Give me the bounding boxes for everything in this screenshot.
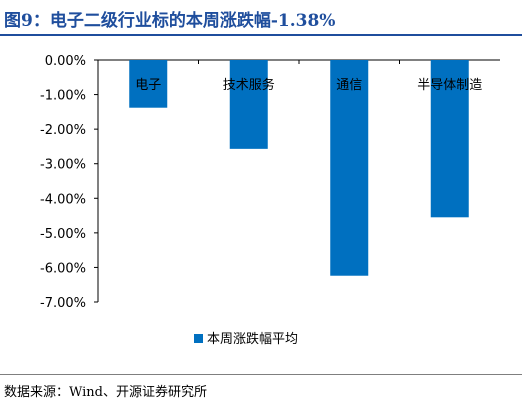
y-tick-label: -4.00% bbox=[40, 192, 86, 207]
y-tick-label: -1.00% bbox=[40, 89, 86, 104]
category-label: 半导体制造 bbox=[417, 78, 482, 93]
chart-title: 图9：电子二级行业标的本周涨跌幅-1.38% bbox=[4, 11, 336, 31]
legend-label: 本周涨跌幅平均 bbox=[207, 331, 298, 347]
source-note: 数据来源：Wind、开源证券研究所 bbox=[4, 385, 207, 400]
footer-rule bbox=[0, 374, 522, 375]
category-label: 电子 bbox=[135, 78, 161, 93]
y-tick-label: -5.00% bbox=[40, 227, 86, 242]
bar bbox=[430, 60, 469, 218]
title-rule bbox=[0, 34, 522, 36]
bar-chart: 0.00% -1.00% -2.00% -3.00% -4.00% -5.00% -6.00… bbox=[40, 54, 500, 347]
y-tick-label: -2.00% bbox=[40, 123, 86, 138]
bar bbox=[229, 60, 268, 149]
y-tick-label: 0.00% bbox=[45, 54, 86, 69]
bar bbox=[129, 60, 168, 108]
y-tick-label: -6.00% bbox=[40, 261, 86, 276]
bar bbox=[330, 60, 369, 276]
title-bar: 图9：电子二级行业标的本周涨跌幅-1.38% bbox=[0, 0, 522, 36]
y-tick-label: -7.00% bbox=[40, 296, 86, 311]
legend-swatch bbox=[194, 334, 203, 343]
y-tick-label: -3.00% bbox=[40, 158, 86, 173]
category-label: 技术服务 bbox=[223, 77, 275, 93]
category-label: 通信 bbox=[336, 78, 362, 93]
